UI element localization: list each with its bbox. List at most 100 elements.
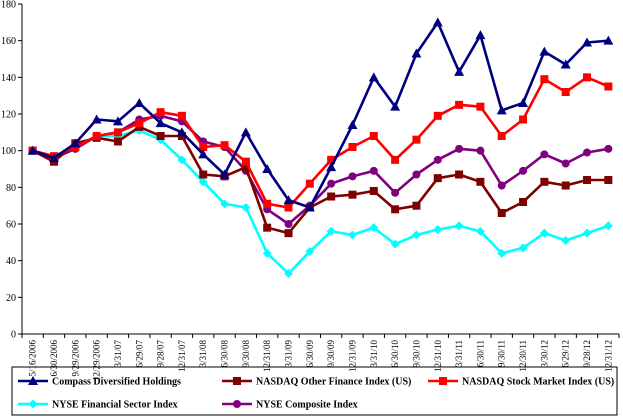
x-tick-label: 9/30/08 bbox=[241, 340, 251, 368]
data-point bbox=[240, 127, 251, 137]
x-tick-label: 12/31/12 bbox=[603, 340, 613, 372]
data-point bbox=[241, 163, 250, 172]
x-tick-label: 6/30/11 bbox=[475, 340, 485, 367]
data-point bbox=[582, 37, 593, 47]
data-point bbox=[518, 98, 529, 107]
y-tick-label: 100 bbox=[1, 146, 16, 157]
data-point bbox=[455, 100, 464, 109]
data-point bbox=[391, 188, 400, 197]
data-point bbox=[326, 162, 337, 172]
chart-legend: Compass Diversified Holdings NASDAQ Other… bbox=[11, 366, 618, 416]
data-point bbox=[112, 116, 123, 126]
y-tick-label: 20 bbox=[6, 293, 16, 304]
data-point bbox=[348, 172, 357, 181]
data-point bbox=[604, 176, 613, 184]
data-point bbox=[518, 243, 528, 253]
y-tick-label: 60 bbox=[6, 220, 16, 231]
data-point bbox=[156, 108, 165, 117]
data-point bbox=[48, 153, 59, 162]
y-tick-label: 140 bbox=[1, 73, 16, 84]
legend-marker bbox=[233, 400, 241, 408]
y-tick-label: 0 bbox=[11, 330, 16, 341]
data-point bbox=[327, 155, 336, 164]
data-point bbox=[348, 143, 357, 151]
data-point bbox=[177, 111, 186, 120]
data-point bbox=[561, 181, 570, 190]
data-point bbox=[411, 230, 421, 240]
data-point bbox=[561, 236, 571, 245]
data-point bbox=[583, 148, 592, 157]
data-point bbox=[199, 170, 208, 179]
data-point bbox=[433, 155, 442, 164]
x-tick-label: 12/31/08 bbox=[262, 340, 272, 373]
data-point bbox=[540, 75, 549, 84]
y-tick-label: 160 bbox=[1, 36, 16, 47]
x-tick-label: 6/30/10 bbox=[390, 340, 400, 368]
data-point bbox=[220, 141, 229, 150]
series-1 bbox=[27, 17, 614, 212]
data-point bbox=[283, 195, 294, 205]
data-point bbox=[369, 166, 378, 175]
data-point bbox=[284, 229, 293, 238]
data-point bbox=[475, 226, 485, 236]
x-tick-label: 6/30/08 bbox=[220, 340, 230, 368]
x-tick-label: 3/31/08 bbox=[198, 340, 208, 368]
data-point bbox=[433, 111, 442, 120]
data-point bbox=[198, 149, 209, 159]
series-line bbox=[32, 125, 609, 235]
data-point bbox=[604, 82, 613, 91]
data-point bbox=[454, 221, 464, 231]
legend-item: NASDAQ Stock Market Index (US) bbox=[428, 377, 614, 388]
data-point bbox=[475, 30, 486, 40]
y-tick-label: 120 bbox=[1, 110, 16, 121]
legend-marker bbox=[439, 377, 447, 385]
data-point bbox=[390, 239, 400, 249]
x-tick-label: 12/30/11 bbox=[518, 340, 528, 372]
x-tick-label: 3/30/12 bbox=[539, 340, 549, 368]
x-tick-label: 9/29/2006 bbox=[70, 340, 80, 377]
legend-item: Compass Diversified Holdings bbox=[18, 376, 181, 388]
y-tick-label: 40 bbox=[6, 256, 16, 267]
data-point bbox=[155, 118, 166, 128]
data-point bbox=[220, 199, 230, 209]
y-tick-label: 180 bbox=[1, 0, 16, 11]
data-point bbox=[219, 169, 230, 179]
data-point bbox=[476, 102, 485, 111]
x-tick-label: 12/31/09 bbox=[347, 340, 357, 373]
data-point bbox=[454, 66, 465, 76]
data-point bbox=[113, 137, 122, 146]
data-point bbox=[327, 179, 336, 188]
data-point bbox=[540, 177, 549, 186]
data-point bbox=[176, 127, 187, 137]
data-point bbox=[519, 198, 528, 206]
series-line bbox=[32, 76, 609, 209]
data-point bbox=[263, 199, 272, 208]
data-point bbox=[198, 177, 208, 187]
data-point bbox=[304, 202, 315, 212]
x-tick-label: 5/16/2006 bbox=[28, 340, 38, 377]
data-point bbox=[497, 248, 507, 258]
data-point bbox=[540, 150, 549, 159]
data-point bbox=[539, 46, 550, 56]
x-tick-label: 6/30/09 bbox=[305, 340, 315, 368]
data-point bbox=[27, 145, 38, 155]
data-point bbox=[561, 159, 570, 168]
data-point bbox=[284, 203, 293, 212]
data-point bbox=[134, 98, 145, 107]
data-point bbox=[347, 230, 357, 240]
y-tick-label: 80 bbox=[6, 183, 16, 194]
x-tick-label: 3/31/07 bbox=[113, 340, 123, 368]
x-tick-label: 3/31/10 bbox=[369, 340, 379, 368]
data-point bbox=[327, 192, 336, 201]
data-point bbox=[135, 119, 144, 128]
data-point bbox=[391, 155, 400, 164]
x-tick-label: 9/30/10 bbox=[411, 340, 421, 368]
data-point bbox=[305, 247, 315, 256]
data-point bbox=[91, 114, 102, 124]
x-tick-label: 3/31/09 bbox=[284, 340, 294, 368]
chart-series bbox=[27, 17, 614, 278]
data-point bbox=[177, 155, 187, 165]
data-point bbox=[369, 187, 378, 195]
legend-item: NYSE Composite Index bbox=[222, 400, 358, 411]
data-point bbox=[432, 17, 443, 27]
